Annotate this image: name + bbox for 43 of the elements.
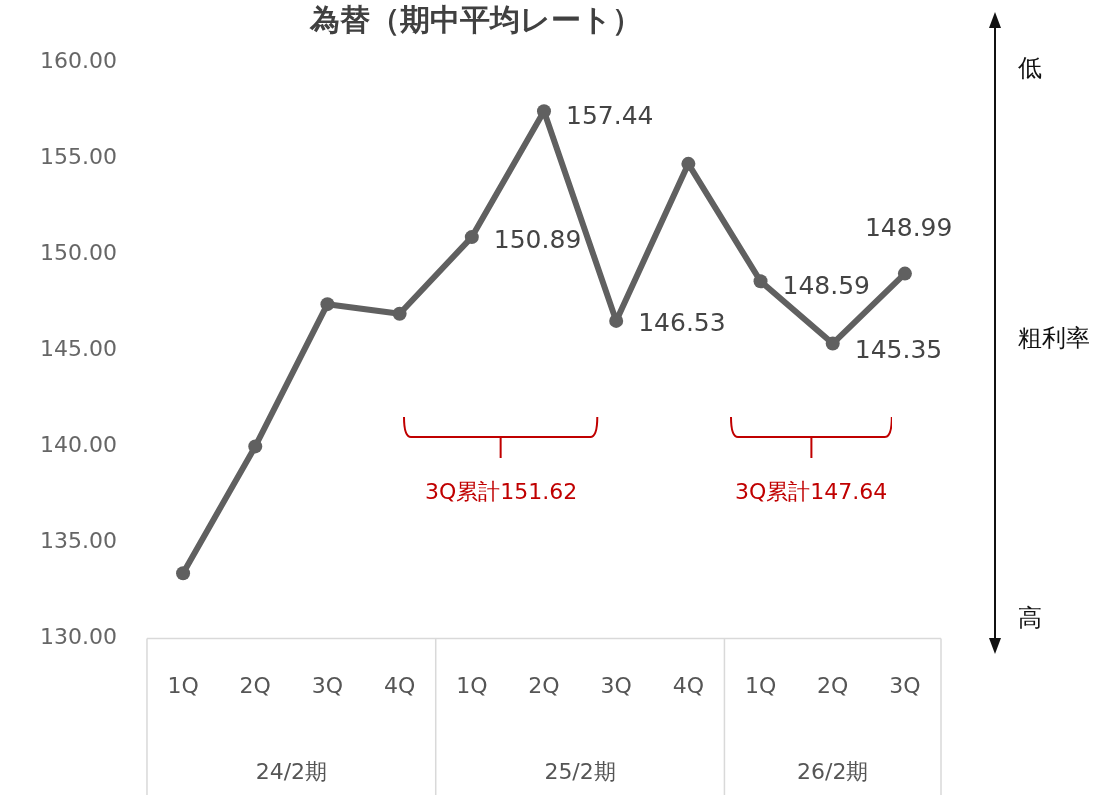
annotation: 3Q累計151.62	[424, 478, 578, 504]
x-tick-label: 1Q	[744, 672, 777, 698]
data-label: 145.35	[854, 335, 943, 365]
y-tick-label: 135.00	[39, 528, 117, 554]
point	[392, 306, 407, 321]
x-tick-label: 4Q	[672, 672, 705, 698]
chart-title: 為替（期中平均レート）	[308, 1, 642, 37]
y-tick-label: 140.00	[39, 432, 117, 458]
y-tick-label: 130.00	[39, 624, 117, 650]
text: 高	[1018, 598, 1042, 638]
x-tick-label: 1Q	[167, 672, 199, 698]
data-label: 148.99	[864, 213, 953, 243]
text: 低	[1018, 48, 1042, 88]
text: 粗利率	[1018, 318, 1090, 358]
data-label: 150.89	[493, 224, 582, 254]
point	[320, 297, 335, 312]
x-tick-label: 4Q	[383, 672, 416, 698]
x-tick-label: 1Q	[456, 672, 488, 698]
x-tick-label: 3Q	[311, 672, 344, 698]
point	[825, 336, 840, 351]
point	[897, 266, 912, 281]
annotation: 3Q累計147.64	[734, 478, 888, 504]
point	[248, 439, 263, 454]
point	[464, 230, 479, 245]
point	[176, 566, 191, 581]
y-tick-label: 155.00	[39, 143, 117, 169]
text: 25/2期	[544, 758, 616, 784]
data-label: 157.44	[565, 100, 654, 130]
x-tick-label: 2Q	[817, 672, 849, 698]
text: 26/2期	[797, 758, 869, 784]
point	[753, 274, 768, 289]
y-tick-label: 160.00	[39, 47, 117, 73]
x-tick-label: 2Q	[528, 672, 560, 698]
x-tick-label: 3Q	[889, 672, 921, 698]
x-tick-label: 3Q	[600, 672, 632, 698]
data-label: 146.53	[638, 308, 726, 338]
data-label: 148.59	[782, 270, 871, 300]
y-tick-label: 145.00	[39, 336, 117, 362]
text: 24/2期	[255, 758, 328, 784]
point	[681, 156, 696, 171]
point	[536, 104, 551, 119]
x-tick-label: 2Q	[239, 672, 271, 698]
y-tick-label: 150.00	[39, 239, 117, 265]
